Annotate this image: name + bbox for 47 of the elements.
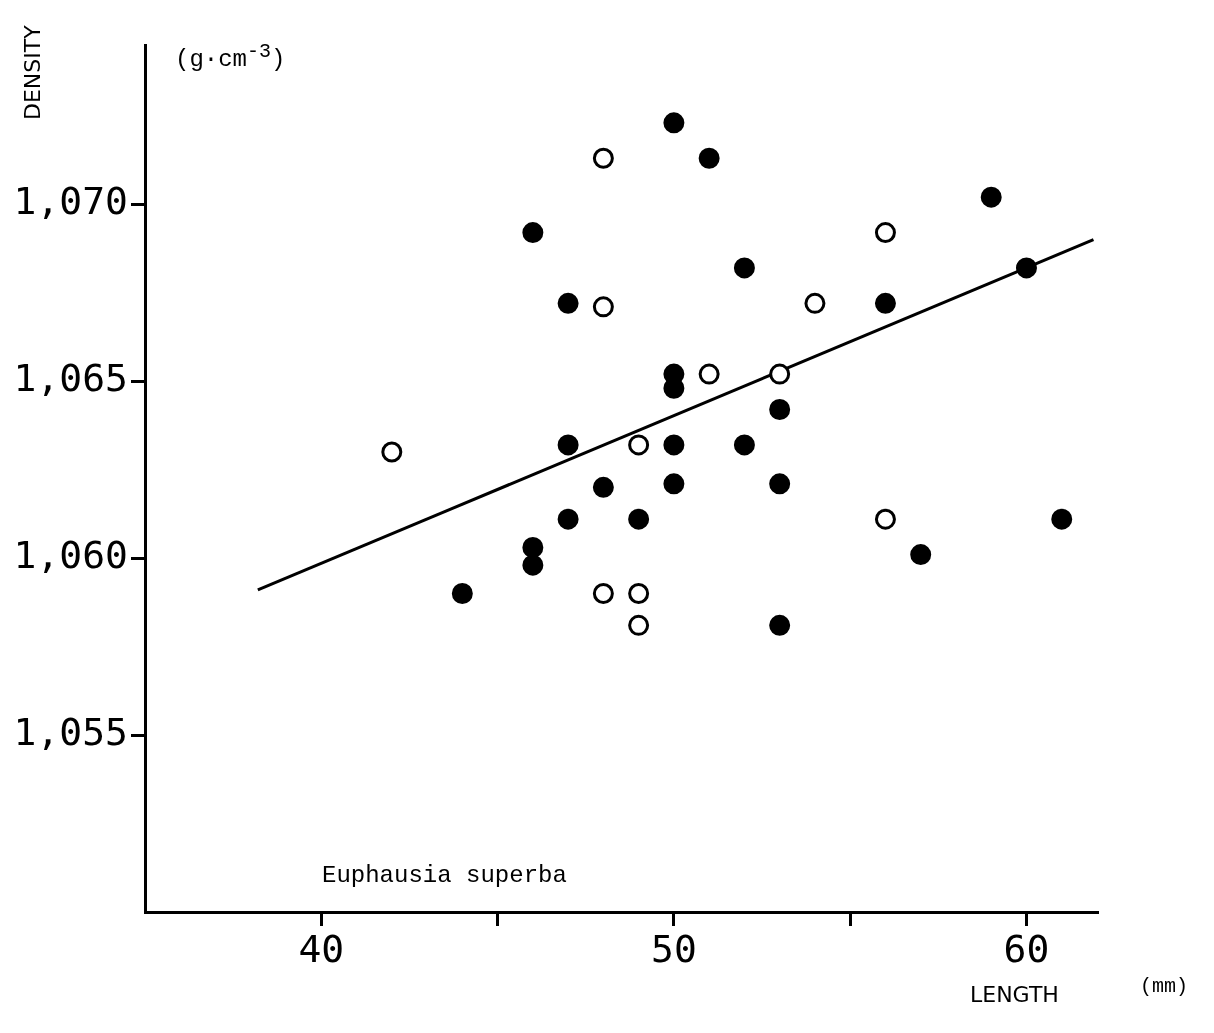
point bbox=[628, 434, 650, 456]
text: (mm) bbox=[1140, 975, 1189, 998]
point bbox=[451, 583, 473, 605]
y-tick-label: 1,070 bbox=[13, 179, 128, 224]
point bbox=[557, 434, 579, 456]
point bbox=[980, 186, 1002, 208]
point bbox=[592, 296, 614, 318]
point bbox=[698, 363, 720, 385]
point bbox=[522, 222, 544, 244]
point bbox=[628, 508, 650, 530]
x-tick-label: 40 bbox=[298, 926, 345, 971]
x-tick-label: 50 bbox=[651, 926, 697, 971]
y-axis-title: DENSITY bbox=[20, 25, 45, 120]
point bbox=[698, 147, 720, 169]
x-axis-title: LENGTH bbox=[970, 982, 1059, 1007]
point bbox=[663, 112, 685, 134]
point bbox=[874, 508, 896, 530]
point bbox=[381, 441, 403, 463]
y-tick-label: 1,055 bbox=[13, 709, 128, 754]
point bbox=[910, 544, 932, 566]
point bbox=[874, 292, 896, 314]
point bbox=[804, 292, 826, 314]
annotation: Euphausia superba bbox=[322, 862, 567, 889]
annotation: (g·cm$^{-3}$) bbox=[175, 40, 286, 73]
point bbox=[769, 614, 791, 636]
point bbox=[522, 537, 544, 559]
point bbox=[592, 583, 614, 605]
point bbox=[557, 292, 579, 314]
point bbox=[733, 434, 755, 456]
point bbox=[769, 473, 791, 495]
point bbox=[663, 434, 685, 456]
point bbox=[592, 147, 614, 169]
point bbox=[628, 583, 650, 605]
point bbox=[1015, 257, 1037, 279]
point bbox=[769, 363, 791, 385]
point bbox=[874, 222, 896, 244]
y-tick-label: 1,060 bbox=[13, 533, 128, 577]
point bbox=[733, 257, 755, 279]
point bbox=[592, 476, 614, 498]
point bbox=[1051, 508, 1073, 530]
y-tick-label: 1,065 bbox=[13, 356, 128, 401]
point bbox=[522, 554, 544, 576]
point bbox=[663, 473, 685, 495]
point bbox=[628, 614, 650, 636]
x-tick-label: 60 bbox=[1003, 926, 1050, 971]
point bbox=[557, 508, 579, 530]
point bbox=[769, 398, 791, 420]
